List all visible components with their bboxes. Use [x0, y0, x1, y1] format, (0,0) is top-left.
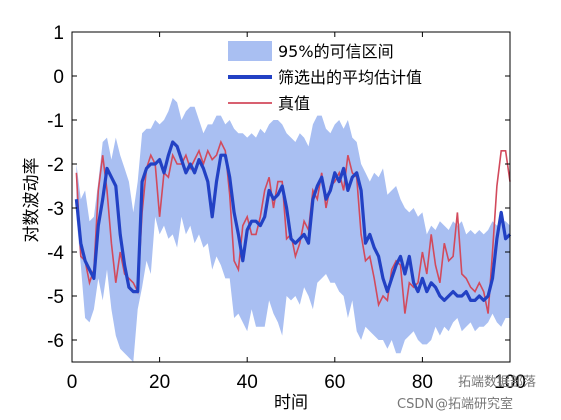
- x-tick-label: 20: [149, 372, 170, 393]
- legend-swatch: [228, 41, 272, 61]
- x-tick-label: 60: [324, 372, 345, 393]
- plot-frame: [71, 31, 511, 363]
- legend-label: 筛选出的平均估计值: [278, 68, 422, 87]
- true-value-line: [75, 139, 511, 314]
- x-tick-label: 80: [412, 372, 433, 393]
- watermark-csdn: CSDN: [397, 397, 434, 412]
- x-axis-label: 时间: [274, 393, 308, 413]
- y-tick-label: -1: [47, 111, 64, 132]
- y-tick-label: -3: [47, 199, 64, 220]
- watermark-logo-text: 拓端数据部落: [458, 375, 536, 390]
- y-tick-label: -4: [47, 243, 64, 264]
- x-tick-label: 100: [494, 372, 526, 393]
- x-axis: 0 20 40 60 80 100: [67, 32, 526, 393]
- y-tick-label: -6: [47, 331, 64, 352]
- y-tick-label: 0: [53, 67, 64, 88]
- confidence-band: [76, 98, 511, 362]
- y-axis: 1 0 -1 -2 -3 -4 -5 -6: [47, 23, 510, 352]
- x-tick-label: 40: [237, 372, 258, 393]
- y-tick-label: 1: [53, 23, 64, 44]
- mean-estimate-line: [74, 140, 512, 302]
- legend-label: 真值: [278, 94, 310, 113]
- legend-label: 95%的可信区间: [278, 42, 394, 61]
- watermark: CSDN @拓端研究室 拓端数据部落: [397, 375, 536, 412]
- y-tick-label: -5: [47, 287, 64, 308]
- y-tick-label: -2: [47, 155, 64, 176]
- watermark-author: @拓端研究室: [435, 396, 513, 412]
- y-axis-label: 对数波动率: [22, 158, 42, 243]
- x-tick-label: 0: [67, 372, 78, 393]
